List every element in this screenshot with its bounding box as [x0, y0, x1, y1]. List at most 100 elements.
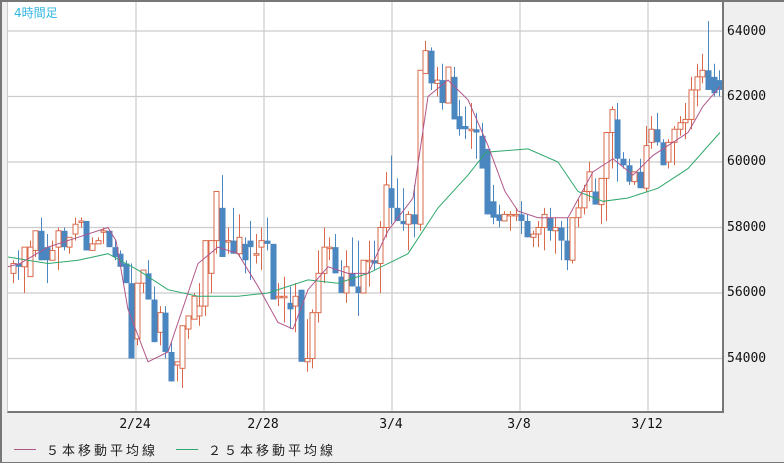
candle-up — [78, 220, 85, 223]
candle-down — [637, 171, 644, 189]
candle-up — [281, 295, 288, 299]
candle-up — [581, 190, 588, 209]
x-tick-3-12: 3/12 — [631, 417, 663, 432]
candle-down — [439, 80, 446, 104]
candle-down — [388, 188, 395, 208]
candle-up — [405, 213, 412, 225]
candle-up — [682, 118, 689, 124]
candle-down — [705, 70, 712, 90]
candle-up — [468, 128, 475, 132]
candle-up — [671, 128, 678, 143]
candle-up — [196, 305, 203, 317]
candle-down — [349, 273, 356, 287]
candle-down — [626, 165, 633, 182]
candle-up — [507, 213, 514, 217]
y-tick-62000: 62000 — [727, 89, 767, 104]
candle-up — [185, 315, 192, 330]
candle-up — [179, 325, 186, 369]
candle-down — [15, 263, 22, 267]
candle-down — [371, 260, 378, 264]
x-tick-2-24: 2/24 — [119, 417, 151, 432]
candle-up — [253, 253, 260, 256]
candle-up — [530, 233, 537, 238]
candle-up — [10, 263, 17, 274]
candle-up — [258, 240, 265, 248]
candle-up — [552, 227, 559, 232]
candle-down — [660, 142, 667, 166]
candle-down — [123, 263, 130, 284]
candle-up — [513, 213, 520, 217]
candle-up — [699, 69, 706, 78]
candle-down — [473, 129, 480, 133]
candle-down — [400, 220, 407, 225]
ma25-legend-label: ２５本移動平均線 — [208, 444, 337, 459]
plot-area — [7, 2, 724, 413]
candle-up — [665, 141, 672, 163]
candle-down — [168, 351, 175, 382]
candle-up — [694, 76, 701, 91]
candle-up — [213, 190, 220, 242]
legend-item-ma5: ５本移動平均線 — [14, 440, 158, 459]
candle-down — [428, 50, 435, 84]
candle-up — [575, 207, 582, 219]
candle-up — [21, 246, 28, 268]
candle-up — [609, 109, 616, 134]
ma5-line — [8, 79, 721, 363]
candle-down — [451, 76, 458, 120]
candle-up — [72, 223, 79, 235]
candle-down — [247, 240, 254, 248]
candle-up — [174, 361, 181, 366]
candle-down — [518, 214, 525, 221]
candle-down — [270, 243, 277, 300]
x-tick-3-4: 3/4 — [379, 417, 403, 432]
candle-up — [326, 246, 333, 250]
candle-up — [445, 66, 452, 104]
legend-item-ma25: ２５本移動平均線 — [176, 440, 336, 459]
candle-up — [275, 295, 282, 299]
candle-down — [496, 214, 503, 221]
candle-up — [586, 171, 593, 192]
candle-down — [264, 240, 271, 244]
candle-up — [569, 217, 576, 261]
candle-down — [38, 230, 45, 261]
candle-down — [620, 158, 627, 166]
candle-up — [643, 145, 650, 189]
candle-down — [162, 312, 169, 352]
y-tick-64000: 64000 — [727, 24, 767, 39]
candle-up — [304, 358, 311, 363]
candle-up — [688, 89, 695, 120]
candle-up — [49, 249, 56, 261]
candle-down — [106, 230, 113, 248]
candle-down — [61, 230, 68, 248]
candle-up — [225, 240, 232, 243]
candle-up — [541, 213, 548, 228]
candle-up — [100, 230, 107, 233]
candle-up — [157, 312, 164, 333]
y-tick-56000: 56000 — [727, 285, 767, 300]
candle-down — [230, 240, 237, 254]
candle-down — [462, 125, 469, 130]
candle-down — [711, 76, 718, 94]
candle-up — [66, 236, 73, 248]
candle-down — [112, 247, 119, 257]
candle-up — [89, 243, 96, 251]
candle-down — [614, 119, 621, 159]
candle-up — [55, 230, 62, 248]
candle-up — [434, 79, 441, 84]
candle-down — [558, 227, 565, 241]
candle-down — [484, 148, 491, 215]
candle-up — [603, 132, 610, 179]
y-tick-58000: 58000 — [727, 220, 767, 235]
candlestick-chart — [8, 2, 722, 411]
ma25-line-swatch — [176, 449, 199, 450]
candle-down — [151, 299, 158, 343]
candle-up — [315, 272, 322, 314]
candle-down — [287, 302, 294, 310]
candle-down — [219, 207, 226, 257]
candle-down — [298, 289, 305, 362]
candle-up — [321, 246, 328, 274]
candle-up — [309, 312, 316, 359]
candle-up — [202, 240, 209, 307]
candle-up — [32, 230, 39, 251]
candle-down — [83, 220, 90, 251]
